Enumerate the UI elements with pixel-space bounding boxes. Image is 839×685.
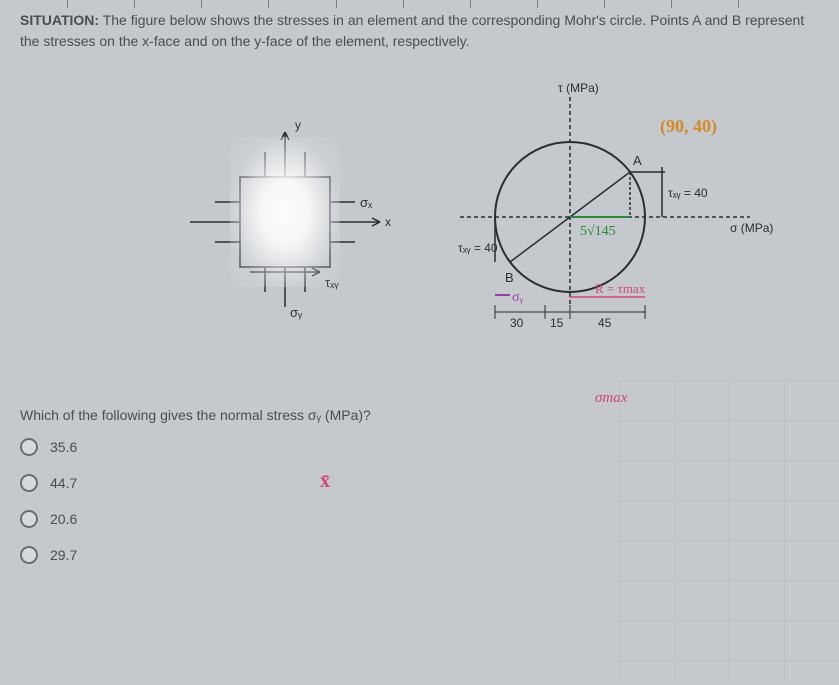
page: SITUATION: The figure below shows the st… xyxy=(0,0,839,685)
situation-label: SITUATION: xyxy=(20,12,99,28)
sigma-x-label: σₓ xyxy=(360,195,373,210)
tau-40-left: τₓᵧ = 40 xyxy=(458,241,498,255)
dim-15: 15 xyxy=(550,316,564,330)
radio-icon[interactable] xyxy=(20,438,38,456)
figure-area: y x σₓ σᵧ τₓᵧ xyxy=(20,67,819,387)
option-4-label: 29.7 xyxy=(50,547,77,563)
situation-body: The figure below shows the stresses in a… xyxy=(20,12,804,49)
option-4[interactable]: 29.7 xyxy=(20,546,819,564)
ruler-top xyxy=(0,0,839,8)
radio-icon[interactable] xyxy=(20,474,38,492)
x-axis-label: x xyxy=(385,215,391,229)
option-3-label: 20.6 xyxy=(50,511,77,527)
question-text: Which of the following gives the normal … xyxy=(20,407,819,423)
sigma-axis-label: σ (MPa) xyxy=(730,221,773,235)
option-2-label: 44.7 xyxy=(50,475,77,491)
annotation-point-a: (90, 40) xyxy=(660,116,717,137)
annotation-sigma-y: σᵧ xyxy=(512,290,524,305)
option-3[interactable]: 20.6 xyxy=(20,510,819,528)
annotation-sigmax: σmax xyxy=(595,390,627,407)
sigma-y-label: σᵧ xyxy=(290,305,303,320)
option-1-label: 35.6 xyxy=(50,439,77,455)
y-axis-label: y xyxy=(295,118,301,132)
element-diagram: y x σₓ σᵧ τₓᵧ xyxy=(170,107,410,347)
tau-xy-label: τₓᵧ xyxy=(325,275,339,290)
point-a-label: A xyxy=(633,153,642,168)
mohr-circle-diagram: A B τ (MPa) σ (MPa) τₓᵧ = 40 τₓᵧ = 40 (9… xyxy=(450,77,810,387)
annotation-x-bar: x̄ xyxy=(320,470,330,493)
options-list: 35.6 44.7 20.6 29.7 xyxy=(20,438,819,564)
option-1[interactable]: 35.6 xyxy=(20,438,819,456)
situation-text: SITUATION: The figure below shows the st… xyxy=(20,10,819,52)
annotation-radius: 5√145 xyxy=(580,224,616,239)
point-b-label: B xyxy=(505,270,514,285)
radio-icon[interactable] xyxy=(20,510,38,528)
dim-45: 45 xyxy=(598,316,612,330)
dim-30: 30 xyxy=(510,316,524,330)
tau-40-right: τₓᵧ = 40 xyxy=(668,186,708,200)
tau-axis-label: τ (MPa) xyxy=(558,81,599,95)
annotation-r-taumax: R = τmax xyxy=(595,281,646,296)
option-2[interactable]: 44.7 xyxy=(20,474,819,492)
radio-icon[interactable] xyxy=(20,546,38,564)
